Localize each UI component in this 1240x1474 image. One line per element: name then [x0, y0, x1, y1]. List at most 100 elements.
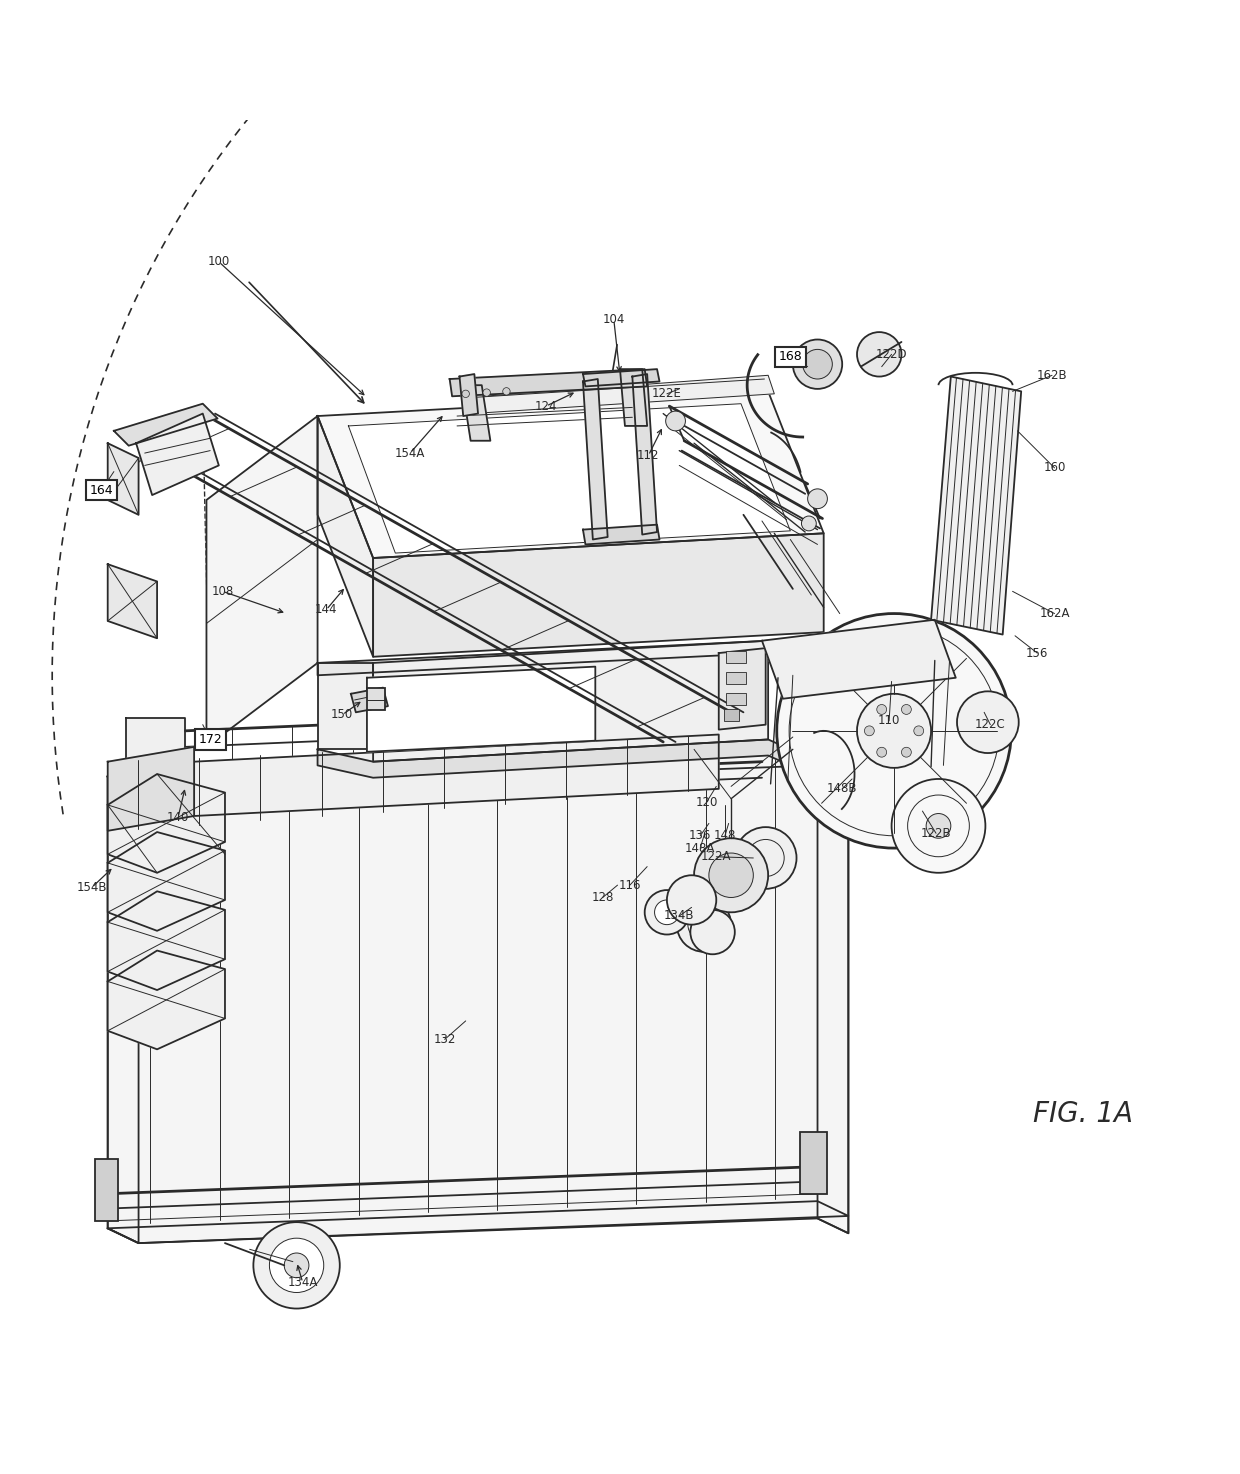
- Polygon shape: [373, 534, 823, 657]
- Circle shape: [901, 747, 911, 758]
- Polygon shape: [108, 892, 224, 991]
- Text: 164: 164: [89, 483, 113, 497]
- Text: 156: 156: [1025, 647, 1049, 659]
- Polygon shape: [317, 392, 823, 559]
- Text: 128: 128: [591, 890, 614, 904]
- Polygon shape: [719, 649, 765, 730]
- Polygon shape: [348, 404, 790, 553]
- Text: 154B: 154B: [77, 881, 107, 895]
- Polygon shape: [817, 749, 848, 1234]
- Circle shape: [792, 339, 842, 389]
- Circle shape: [694, 839, 768, 912]
- Circle shape: [857, 694, 931, 768]
- Polygon shape: [367, 666, 595, 752]
- Circle shape: [864, 725, 874, 736]
- Circle shape: [892, 778, 986, 873]
- Polygon shape: [108, 444, 139, 514]
- Circle shape: [957, 691, 1019, 753]
- Circle shape: [269, 1238, 324, 1293]
- Polygon shape: [108, 747, 195, 831]
- Text: 160: 160: [1043, 461, 1065, 475]
- Polygon shape: [126, 718, 186, 814]
- Circle shape: [645, 890, 689, 935]
- Bar: [727, 650, 746, 663]
- Text: 162A: 162A: [1039, 607, 1070, 621]
- Polygon shape: [136, 414, 218, 495]
- Text: 150: 150: [331, 709, 353, 721]
- Circle shape: [877, 705, 887, 715]
- Circle shape: [901, 705, 911, 715]
- Circle shape: [802, 349, 832, 379]
- Text: 110: 110: [878, 715, 900, 728]
- Circle shape: [691, 909, 735, 954]
- Polygon shape: [620, 368, 647, 426]
- Text: 124: 124: [534, 399, 557, 413]
- Text: 168: 168: [779, 351, 802, 363]
- Text: 104: 104: [603, 314, 625, 326]
- Bar: [727, 693, 746, 705]
- Text: 122D: 122D: [875, 348, 908, 361]
- Bar: [727, 672, 746, 684]
- Text: 100: 100: [207, 255, 229, 268]
- Polygon shape: [108, 565, 157, 638]
- Circle shape: [857, 332, 901, 376]
- Circle shape: [482, 389, 490, 397]
- Text: 116: 116: [619, 879, 641, 892]
- Polygon shape: [931, 376, 1022, 634]
- Circle shape: [914, 725, 924, 736]
- Text: 122A: 122A: [701, 850, 732, 864]
- Text: 122C: 122C: [975, 718, 1006, 731]
- Polygon shape: [351, 688, 388, 712]
- Circle shape: [463, 391, 470, 398]
- Circle shape: [877, 747, 887, 758]
- Bar: [800, 1132, 827, 1194]
- Text: 134A: 134A: [288, 1276, 317, 1290]
- Circle shape: [677, 898, 732, 952]
- Text: 108: 108: [211, 585, 233, 598]
- Circle shape: [776, 613, 1012, 848]
- Polygon shape: [632, 374, 657, 535]
- Circle shape: [666, 411, 686, 430]
- Text: 148A: 148A: [684, 842, 715, 855]
- Polygon shape: [583, 525, 660, 544]
- Polygon shape: [373, 641, 768, 762]
- Circle shape: [926, 814, 951, 839]
- Polygon shape: [317, 641, 768, 675]
- Polygon shape: [108, 774, 224, 873]
- Text: 122E: 122E: [652, 388, 682, 401]
- Text: 148: 148: [714, 830, 737, 842]
- Text: 162B: 162B: [1037, 368, 1068, 382]
- Circle shape: [502, 388, 510, 395]
- Bar: [367, 688, 386, 710]
- Text: 120: 120: [696, 796, 718, 809]
- Text: 154A: 154A: [396, 447, 425, 460]
- Polygon shape: [761, 619, 956, 699]
- Circle shape: [688, 908, 720, 940]
- Text: 132: 132: [434, 1033, 456, 1047]
- Polygon shape: [583, 368, 660, 386]
- Polygon shape: [460, 374, 479, 416]
- Text: 148B: 148B: [827, 783, 857, 796]
- Bar: [724, 709, 739, 721]
- Polygon shape: [108, 951, 224, 1049]
- Text: 134B: 134B: [663, 909, 694, 923]
- Text: 172: 172: [198, 733, 222, 746]
- Polygon shape: [108, 831, 224, 930]
- Text: 140: 140: [167, 811, 190, 824]
- Text: 136: 136: [689, 830, 712, 842]
- Polygon shape: [583, 379, 608, 539]
- Circle shape: [735, 827, 796, 889]
- Text: FIG. 1A: FIG. 1A: [1033, 1100, 1133, 1128]
- Polygon shape: [114, 404, 217, 445]
- Circle shape: [709, 853, 754, 898]
- Circle shape: [655, 901, 680, 924]
- Polygon shape: [108, 777, 139, 1243]
- Polygon shape: [108, 749, 848, 792]
- Polygon shape: [207, 416, 317, 747]
- Text: 144: 144: [315, 603, 337, 616]
- Polygon shape: [317, 416, 373, 657]
- Polygon shape: [108, 749, 848, 1243]
- Polygon shape: [466, 376, 774, 414]
- Text: 112: 112: [637, 450, 660, 461]
- Polygon shape: [108, 1201, 848, 1243]
